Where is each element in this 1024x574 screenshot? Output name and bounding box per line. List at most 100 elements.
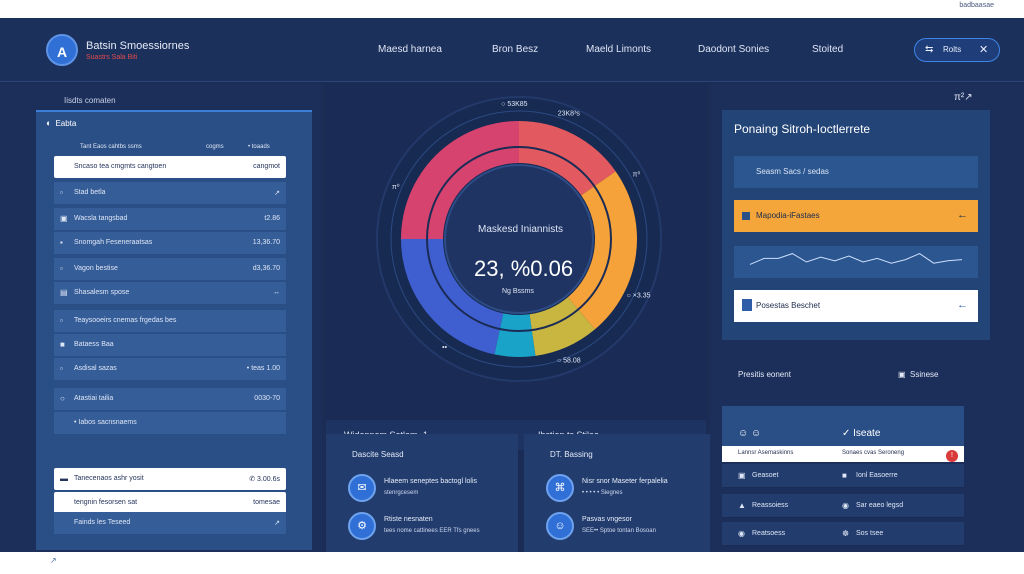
left-row[interactable]: ○ Atastiai tailia 0030-70: [54, 388, 286, 410]
command-icon: ⌘: [546, 474, 574, 502]
left-row[interactable]: ▫ Stad betla ↗: [54, 182, 286, 204]
row-value: ↔: [273, 289, 280, 296]
right-mid-icon: ▣: [898, 370, 906, 379]
column-item[interactable]: ◉ Sar eaeo legsd: [826, 494, 964, 518]
sparkline-chart: [734, 246, 978, 278]
alert-badge[interactable]: !: [946, 450, 958, 462]
subpanel-1-item-1[interactable]: ✉ Hlaeem seneptes bactogl lolis stenrgce…: [348, 474, 508, 504]
row-icon: ■: [60, 340, 65, 349]
row-label: tengnin fesorsen sat: [74, 499, 138, 506]
column-item-label: Geasoet: [752, 472, 779, 479]
row-label: • Iabos sacnsnaems: [74, 419, 137, 426]
close-icon[interactable]: ✕: [979, 44, 989, 56]
expand-icon[interactable]: π²↗: [954, 92, 973, 103]
donut-segment: [519, 121, 616, 196]
row-value: 0030-70: [254, 395, 280, 402]
right-row-label: Seasm Sacs / sedas: [756, 167, 829, 176]
nav-item-2[interactable]: Bron Besz: [492, 44, 539, 55]
gauge-icon: ◐: [46, 118, 52, 128]
donut-segment: [401, 239, 504, 355]
row-label: Wacsla tangsbad: [74, 215, 128, 222]
right-column-2: ✓ Iseate Sonaes cvas Seroneng ! ■ Ionl E…: [826, 406, 964, 552]
row-value: 13,36.70: [252, 239, 280, 246]
left-row[interactable]: ▣ Wacsla tangsbad t2.86: [54, 208, 286, 230]
right-row-1[interactable]: Seasm Sacs / sedas: [734, 156, 978, 188]
nav-item-3[interactable]: Maeld Limonts: [586, 44, 652, 55]
row-icon: ▫: [60, 264, 63, 273]
right-mid-right-label: Ssinese: [910, 370, 939, 379]
left-row[interactable]: Sncaso tea cmgmts cangtoen cangmot: [54, 156, 286, 178]
row-icon: ▣: [60, 214, 68, 223]
bottom-mark: ↗: [50, 556, 57, 565]
right-row-3[interactable]: Posestas Beschet ←: [734, 290, 978, 322]
row-icon: ▤: [60, 288, 68, 297]
row-label: Snomgah Feseneraatsas: [74, 239, 153, 246]
column-item-label: Ionl Easoerre: [856, 472, 898, 479]
check-icon: ✓ Iseate: [842, 428, 881, 439]
brand-subtitle: Suastrs Sala Biti: [86, 54, 138, 61]
column-top: ✓ Iseate: [826, 406, 964, 446]
right-card-title: Ponaing Sitroh-Ioctlerrete: [734, 122, 871, 136]
row-label: Sncaso tea cmgmts cangtoen: [74, 163, 167, 170]
item-title: Rtiste nesnaten: [384, 516, 433, 523]
header-button-label: Rolts: [943, 45, 962, 54]
left-card-title: ◐ Eabta: [46, 118, 76, 128]
left-row[interactable]: Fainds les Teseed ↗: [54, 512, 286, 534]
row-value: • teas 1.00: [246, 365, 280, 372]
donut-segment: [567, 171, 637, 330]
item-subtitle: • • • • • Siegnes: [582, 490, 623, 496]
nav-item-5[interactable]: Stoited: [812, 44, 844, 55]
column-item[interactable]: ☸ Sos tsee: [826, 522, 964, 546]
row-value: t2.86: [264, 215, 280, 222]
sub-header-col-2: cogms: [206, 144, 224, 150]
triangle-icon: ▲: [738, 501, 746, 510]
left-row[interactable]: ▫ Vagon bestise d3,36.70: [54, 258, 286, 280]
donut-segment: [529, 297, 595, 356]
center-panel: ○ 53K85 23K8³s ○ 58.08 ○ ×3.35 π⁰ •• π⁰ Maskes…: [326, 84, 716, 552]
column-item-label: Reatsoess: [752, 530, 786, 537]
left-row[interactable]: ▤ Shasalesm spose ↔: [54, 282, 286, 304]
left-panel-title: Iisdts comaten: [64, 96, 116, 105]
logo-icon[interactable]: A: [46, 34, 78, 66]
arrow-left-icon[interactable]: ←: [957, 299, 968, 311]
sub-header-col-3: • toaads: [248, 144, 270, 150]
arrow-left-icon[interactable]: ←: [957, 209, 968, 221]
left-row[interactable]: tengnin fesorsen sat tomesae: [54, 492, 286, 514]
column-item[interactable]: ■ Ionl Easoerre: [826, 464, 964, 488]
nav-item-1[interactable]: Maesd harnea: [378, 44, 442, 55]
left-card-title-text: Eabta: [55, 119, 77, 128]
subpanel-2-item-2[interactable]: ☺ Pasvas vngesor SEE•• Sptoe tontan Boso…: [546, 512, 706, 542]
subpanel-1-item-2[interactable]: ⚙ Rtiste nesnaten tees nome cattinees EE…: [348, 512, 508, 542]
ring-label: ○ 53K85: [501, 101, 528, 108]
row-icon: ▪: [60, 238, 63, 247]
right-row-2[interactable]: Mapodia-iFastaes ←: [734, 200, 978, 232]
right-panel: π²↗ Ponaing Sitroh-Ioctlerrete Seasm Sac…: [710, 84, 1024, 552]
left-row[interactable]: ▪ Snomgah Feseneraatsas 13,36.70: [54, 232, 286, 254]
header: A Batsin Smoessiornes Suastrs Sala Biti …: [0, 18, 1024, 82]
item-subtitle: tees nome cattinees EER Tfs gnees: [384, 528, 480, 534]
nav-item-4[interactable]: Daodont Sonies: [698, 44, 770, 55]
left-row[interactable]: ■ Bataess Baa: [54, 334, 286, 356]
row-value: tomesae: [253, 499, 280, 506]
left-row[interactable]: ▬ Tanecenaos ashr yosit ✆ 3.00.6s: [54, 468, 286, 490]
mail-icon: ✉: [348, 474, 376, 502]
user-icon: ☺: [546, 512, 574, 540]
left-row[interactable]: • Iabos sacnsnaems: [54, 412, 286, 434]
row-icon: ▫: [60, 316, 63, 325]
left-row[interactable]: ▫ Teaysooeirs cnemas frgedas bes: [54, 310, 286, 332]
row-label: Shasalesm spose: [74, 289, 130, 296]
header-action-button[interactable]: ⇆ Rolts ✕: [914, 38, 1000, 62]
column-item-label: Reassoiess: [752, 502, 789, 509]
column-header-text: Lannsr Asemaskinns: [738, 450, 794, 456]
column-item-label: Sar eaeo legsd: [856, 502, 904, 509]
subpanel-2-item-1[interactable]: ⌘ Nisr snor Maseter ferpalelia • • • • •…: [546, 474, 706, 504]
subpanel-1-title: Dascite Seasd: [352, 450, 404, 459]
row-value: cangmot: [253, 163, 280, 170]
row-label: Vagon bestise: [74, 265, 118, 272]
row-value: ↗: [274, 520, 280, 527]
gear-icon: ⚙: [348, 512, 376, 540]
ring-label: ○ 58.08: [557, 357, 581, 364]
brand-name: Batsin Smoessiornes: [86, 40, 190, 52]
ring-label: π⁰: [633, 171, 641, 179]
left-row[interactable]: ▫ Asdisal sazas • teas 1.00: [54, 358, 286, 380]
